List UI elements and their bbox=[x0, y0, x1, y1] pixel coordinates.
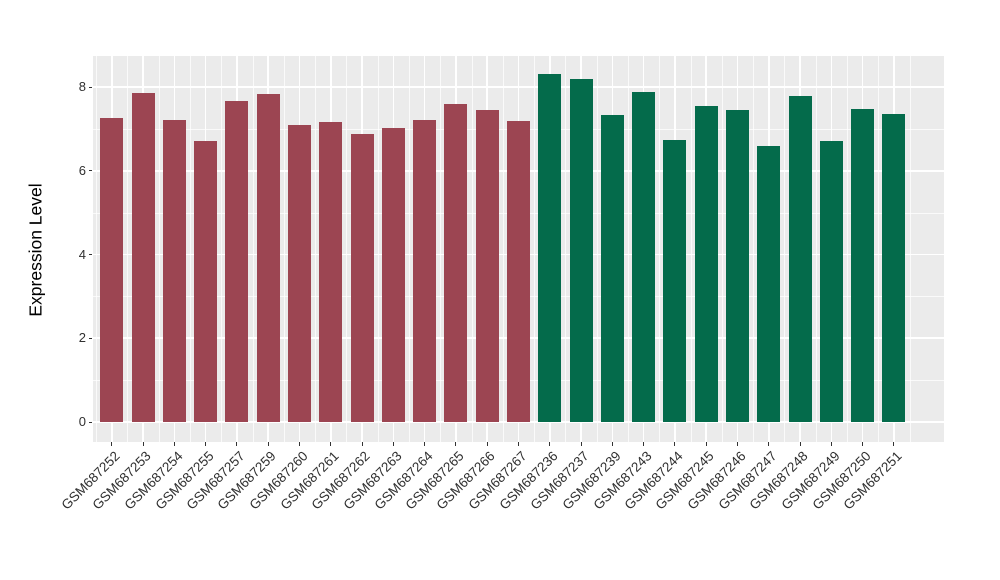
bar-GSM687263 bbox=[381, 128, 405, 422]
bar-GSM687247 bbox=[757, 145, 781, 422]
x-tick-mark bbox=[267, 442, 269, 446]
x-tick-mark bbox=[674, 442, 676, 446]
gridline-minor-x bbox=[283, 56, 285, 442]
bar-GSM687236 bbox=[538, 74, 562, 422]
x-tick-mark bbox=[111, 442, 113, 446]
gridline-minor-x bbox=[721, 56, 723, 442]
bar-GSM687262 bbox=[350, 133, 374, 422]
gridline-minor-x bbox=[847, 56, 848, 442]
gridline-minor-x bbox=[377, 56, 379, 442]
bar-GSM687251 bbox=[882, 113, 906, 422]
x-tick-mark bbox=[611, 442, 613, 446]
x-tick-mark bbox=[737, 442, 738, 446]
gridline-minor-x bbox=[189, 56, 191, 442]
x-tick-mark bbox=[486, 442, 488, 446]
y-tick-label: 6 bbox=[78, 162, 86, 178]
x-tick-mark bbox=[549, 442, 551, 446]
bar-GSM687245 bbox=[694, 105, 718, 422]
bar-GSM687266 bbox=[475, 109, 499, 422]
bar-GSM687239 bbox=[600, 115, 624, 422]
gridline-minor-x bbox=[502, 56, 504, 442]
gridline-minor-x bbox=[565, 56, 567, 442]
x-tick-mark bbox=[830, 442, 832, 446]
y-tick-label: 4 bbox=[78, 246, 86, 262]
gridline-minor-x bbox=[346, 56, 348, 442]
x-tick-mark bbox=[173, 442, 175, 446]
x-tick-mark bbox=[518, 442, 519, 446]
bar-GSM687255 bbox=[194, 141, 218, 422]
y-tick-mark bbox=[89, 254, 92, 256]
gridline-minor-x bbox=[596, 56, 598, 442]
x-tick-mark bbox=[424, 442, 426, 446]
bar-GSM687267 bbox=[507, 120, 530, 422]
bar-GSM687264 bbox=[413, 119, 437, 422]
gridline-minor-x bbox=[158, 56, 160, 442]
gridline-minor-x bbox=[690, 56, 692, 442]
gridline-minor-x bbox=[471, 56, 473, 442]
x-tick-mark bbox=[455, 442, 457, 446]
x-tick-mark bbox=[205, 442, 207, 446]
y-tick-mark bbox=[89, 86, 92, 88]
x-tick-mark bbox=[705, 442, 707, 446]
y-tick-label: 8 bbox=[78, 79, 86, 95]
x-tick-mark bbox=[392, 442, 394, 446]
bar-GSM687250 bbox=[851, 108, 875, 422]
bar-GSM687244 bbox=[663, 139, 687, 422]
bar-GSM687261 bbox=[319, 121, 343, 422]
y-tick-label: 2 bbox=[78, 330, 86, 346]
x-tick-mark bbox=[330, 442, 332, 446]
gridline-minor-x bbox=[315, 56, 317, 442]
x-tick-mark bbox=[142, 442, 144, 446]
bar-GSM687246 bbox=[726, 110, 749, 422]
gridline-minor-x bbox=[127, 56, 129, 442]
gridline-minor-x bbox=[440, 56, 442, 442]
bar-GSM687237 bbox=[569, 79, 593, 422]
bar-GSM687243 bbox=[632, 92, 656, 422]
bar-GSM687257 bbox=[225, 100, 249, 422]
bar-GSM687254 bbox=[162, 120, 186, 422]
gridline-minor-x bbox=[909, 56, 911, 442]
x-tick-mark bbox=[643, 442, 645, 446]
bar-GSM687253 bbox=[131, 92, 155, 422]
gridline-minor-x bbox=[815, 56, 817, 442]
bar-GSM687265 bbox=[444, 104, 468, 422]
gridline-minor-x bbox=[784, 56, 786, 442]
x-tick-mark bbox=[298, 442, 300, 446]
bar-GSM687249 bbox=[819, 141, 843, 422]
gridline-minor-x bbox=[659, 56, 661, 442]
bar-GSM687260 bbox=[287, 125, 311, 422]
gridline-minor-x bbox=[878, 56, 880, 442]
y-tick-label: 0 bbox=[78, 414, 86, 429]
gridline-minor-x bbox=[408, 56, 410, 442]
x-tick-mark bbox=[768, 442, 770, 446]
gridline-minor-x bbox=[753, 56, 755, 442]
x-tick-mark bbox=[862, 442, 864, 446]
gridline-minor-x bbox=[628, 56, 629, 442]
gridline-minor-x bbox=[221, 56, 223, 442]
y-tick-mark bbox=[89, 421, 92, 423]
x-tick-mark bbox=[236, 442, 238, 446]
bar-GSM687248 bbox=[788, 95, 812, 422]
bar-GSM687259 bbox=[256, 94, 280, 422]
y-tick-mark bbox=[89, 170, 92, 172]
bar-GSM687252 bbox=[100, 117, 124, 422]
plot-panel bbox=[93, 56, 944, 442]
x-tick-mark bbox=[799, 442, 801, 446]
gridline-minor-x bbox=[96, 56, 98, 442]
gridline-minor-x bbox=[252, 56, 254, 442]
x-tick-mark bbox=[361, 442, 363, 446]
gridline-minor-x bbox=[534, 56, 536, 442]
x-tick-mark bbox=[893, 442, 895, 446]
x-tick-mark bbox=[580, 442, 582, 446]
y-tick-mark bbox=[89, 337, 92, 339]
